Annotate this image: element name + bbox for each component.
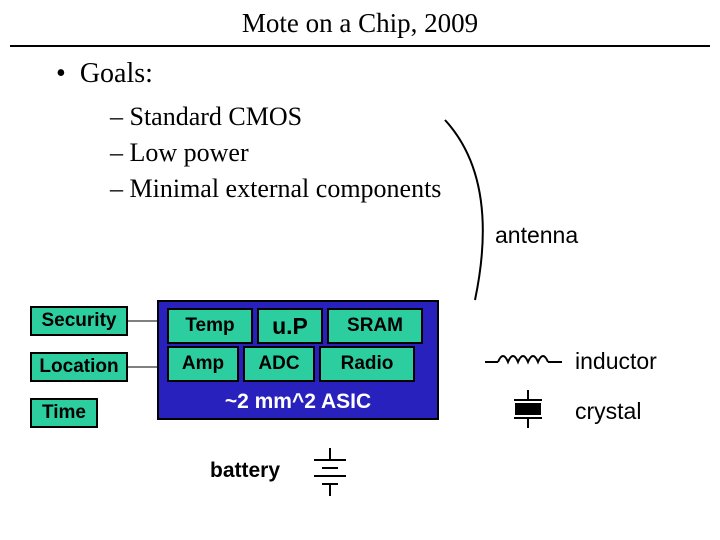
title-divider [10,45,710,47]
battery-icon [314,448,346,496]
goals-list: – Standard CMOS – Low power – Minimal ex… [110,100,441,207]
chip-up: u.P [257,308,323,344]
antenna-label: antenna [495,222,578,249]
security-box: Security [30,306,128,336]
time-box: Time [30,398,98,428]
chip-amp: Amp [167,346,239,382]
asic-chip: Temp u.P SRAM Amp ADC Radio ~2 mm^2 ASIC [157,300,439,420]
battery-label: battery [210,459,280,483]
goal-item: – Standard CMOS [110,100,441,134]
page-title: Mote on a Chip, 2009 [242,8,478,38]
inductor-icon [485,356,562,362]
location-box: Location [30,352,128,382]
asic-label: ~2 mm^2 ASIC [159,390,437,414]
goal-item: – Minimal external components [110,172,441,206]
inductor-label: inductor [575,348,657,375]
antenna-wire [445,120,483,300]
chip-temp: Temp [167,308,253,344]
crystal-label: crystal [575,398,641,425]
chip-sram: SRAM [327,308,423,344]
chip-radio: Radio [319,346,415,382]
goals-heading: • Goals: [56,58,153,90]
chip-adc: ADC [243,346,315,382]
goal-item: – Low power [110,136,441,170]
crystal-icon [514,390,542,428]
